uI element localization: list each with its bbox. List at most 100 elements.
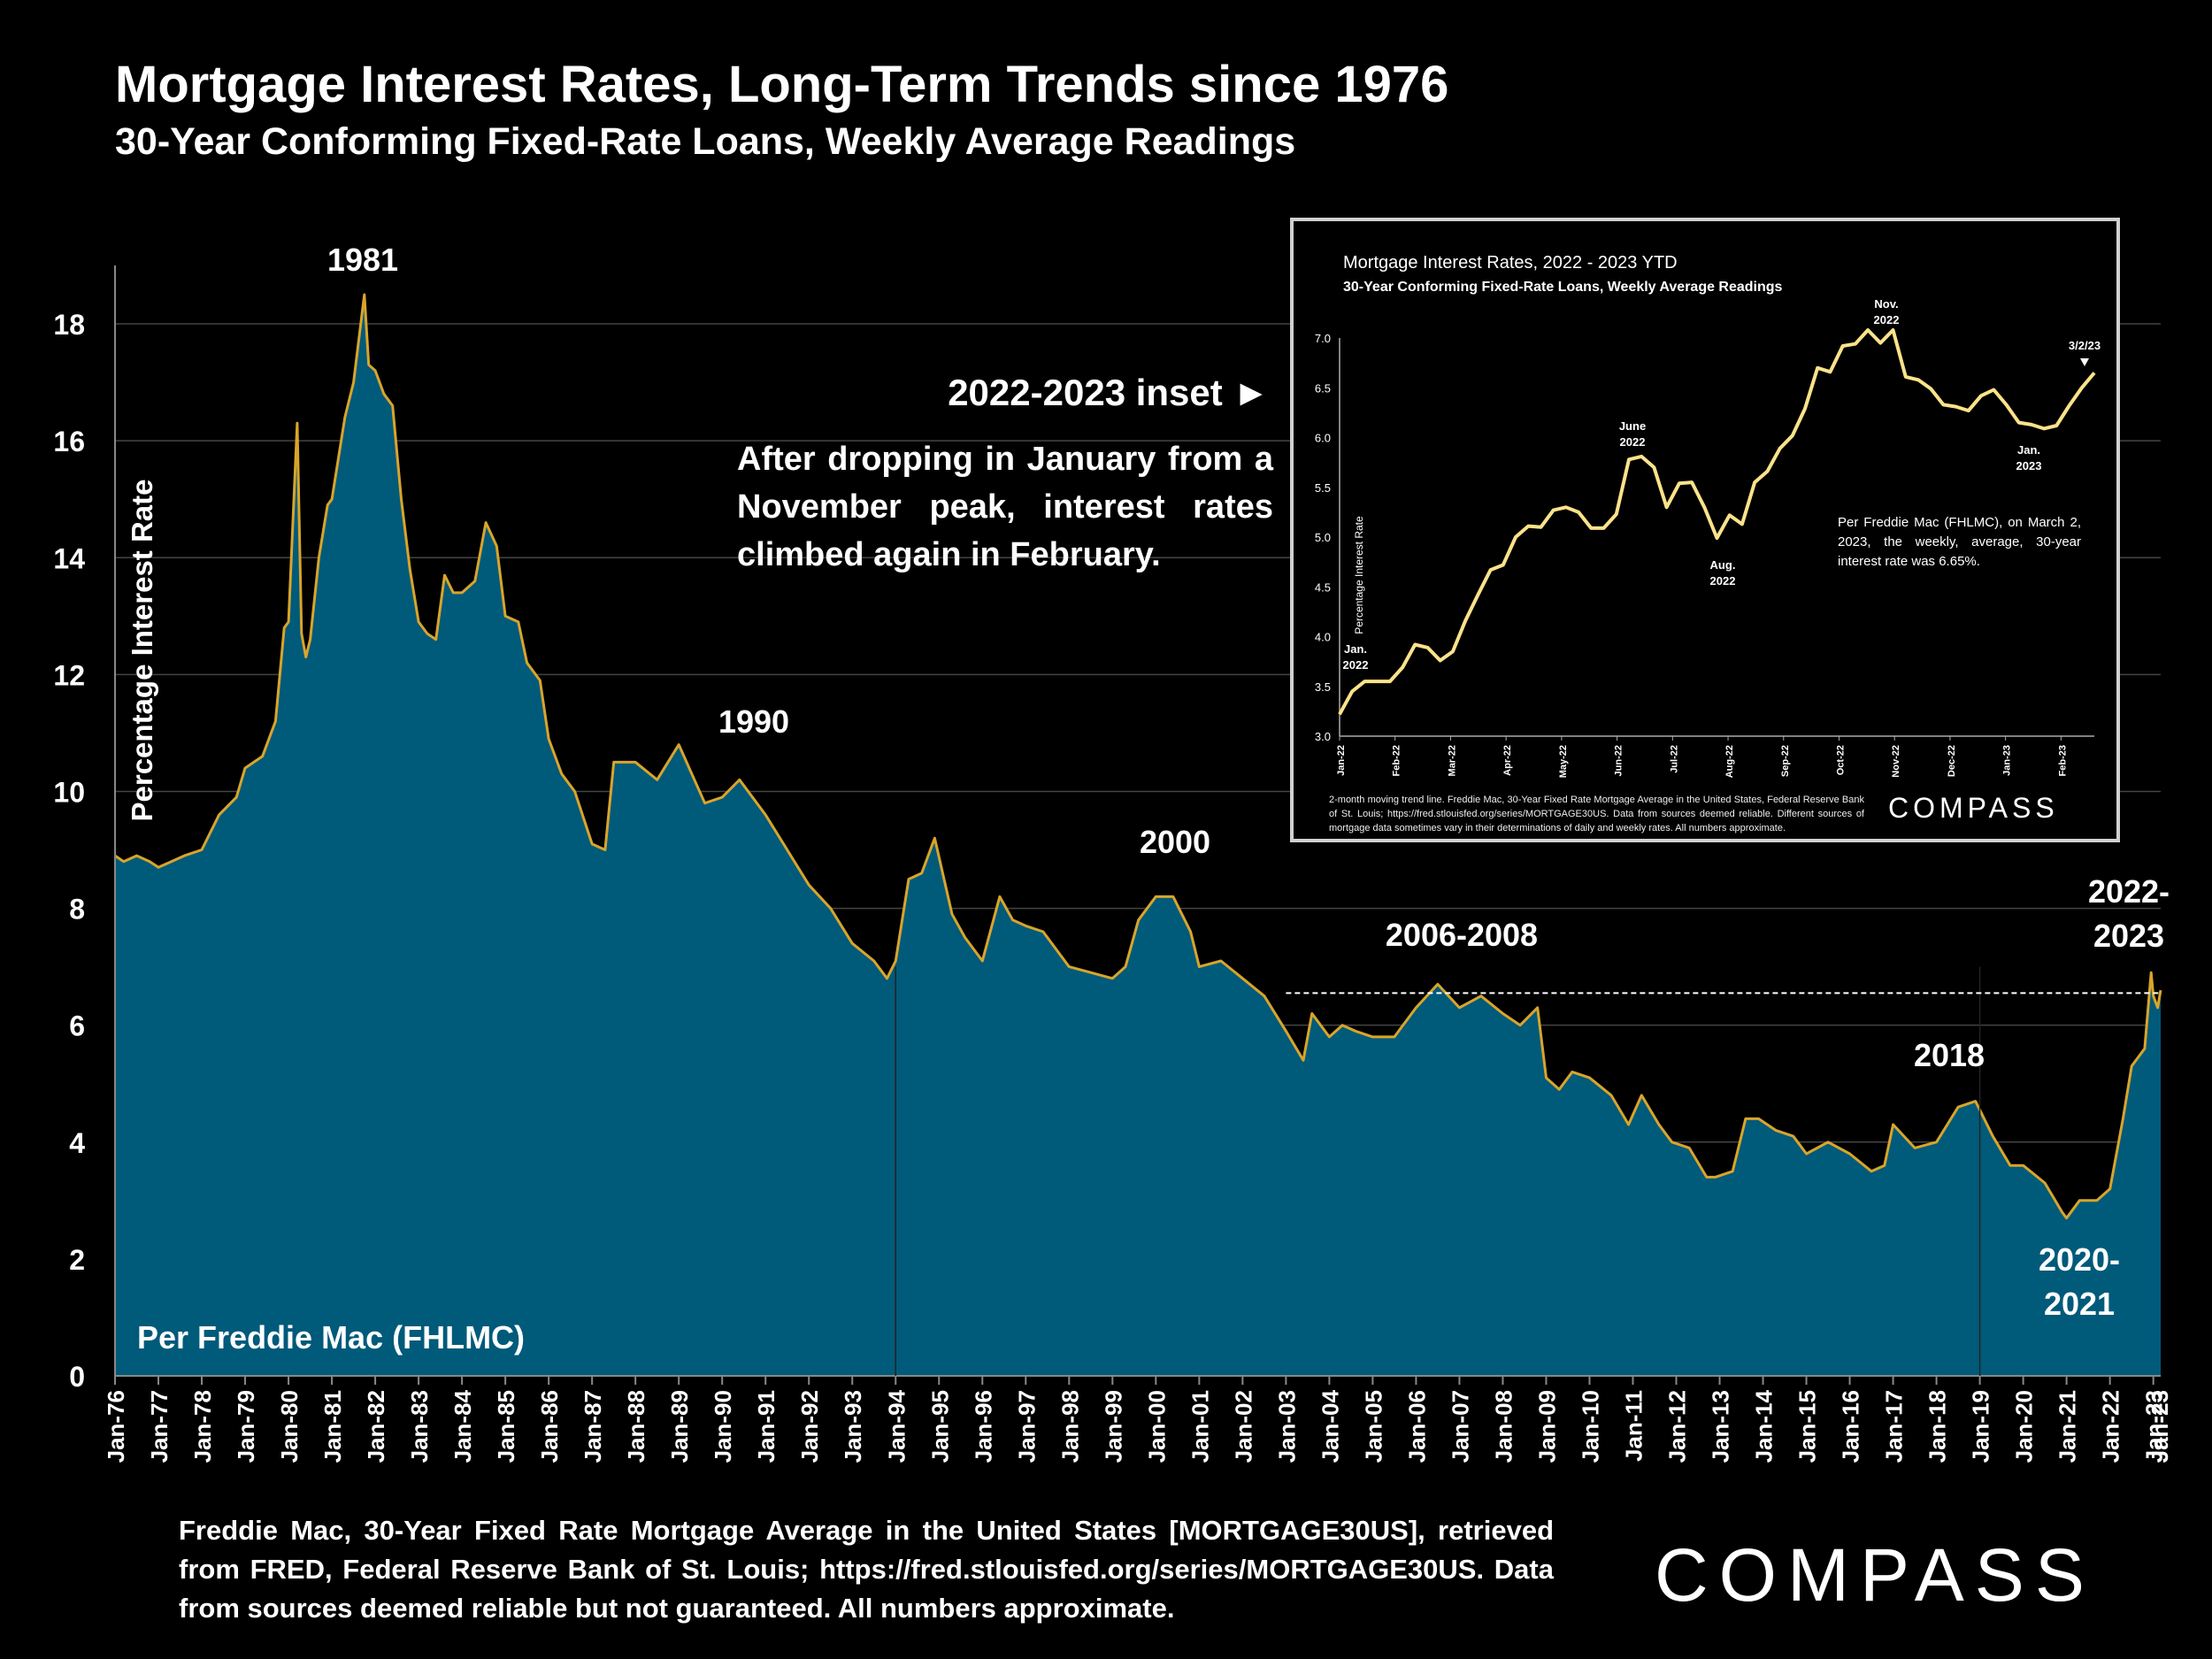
- compass-logo: COMPASS: [1655, 1533, 2095, 1617]
- x-tick-label: Jan-02: [1230, 1390, 1256, 1463]
- y-tick-label: 6: [69, 1010, 85, 1042]
- x-tick-label: Jan-14: [1751, 1389, 1778, 1463]
- annotation-2020-2021: 2020-2021: [2039, 1241, 2120, 1322]
- page-subtitle: 30-Year Conforming Fixed-Rate Loans, Wee…: [115, 120, 1296, 163]
- x-tick-label: Jan-89: [666, 1390, 693, 1463]
- inset-x-tick-label: Jan-23: [2002, 745, 2013, 776]
- inset-annotation-june-2022: June 2022: [1619, 419, 1646, 449]
- inset-annotation-jan-2023: Jan. 2023: [2016, 443, 2042, 472]
- inset-x-tick-label: Apr-22: [1502, 745, 1513, 776]
- annotation-2022-2023: 2022-2023: [2088, 873, 2170, 954]
- y-tick-label: 18: [53, 309, 85, 341]
- x-tick-label: Jan-94: [883, 1389, 910, 1463]
- x-tick-label: Jan-03: [1273, 1390, 1300, 1463]
- inset-x-tick-label: Dec-22: [1947, 745, 1957, 777]
- inset-note: After dropping in January from a Novembe…: [737, 441, 1273, 573]
- x-tick-label: Jan-06: [1403, 1390, 1430, 1463]
- x-tick-label: Jan-90: [710, 1390, 736, 1463]
- x-tick-label: Jan-09: [1533, 1390, 1560, 1463]
- inset-x-tick-label: Jul-22: [1669, 745, 1679, 773]
- inset-y-tick-label: 6.0: [1315, 432, 1331, 445]
- inset-compass-logo: COMPASS: [1888, 792, 2059, 824]
- x-tick-label: Jan-08: [1490, 1390, 1517, 1463]
- x-tick-label: Jan-98: [1056, 1390, 1083, 1463]
- x-tick-label: Jan-22: [2098, 1390, 2124, 1463]
- inset-x-tick-label: Feb-22: [1392, 745, 1402, 776]
- annotation-2018: 2018: [1914, 1037, 1985, 1073]
- inset-y-tick-label: 6.5: [1315, 381, 1331, 395]
- x-tick-label: Jan-04: [1317, 1389, 1343, 1463]
- inset-x-tick-label: Mar-22: [1447, 745, 1457, 776]
- x-tick-label: Jan-85: [493, 1390, 519, 1463]
- x-tick-label: Jan-93: [840, 1390, 866, 1463]
- chart-source-note: Per Freddie Mac (FHLMC): [137, 1319, 525, 1356]
- x-tick-label: Jan-84: [449, 1389, 476, 1463]
- source-note: Freddie Mac, 30-Year Fixed Rate Mortgage…: [179, 1515, 1554, 1624]
- inset-rate-note: Per Freddie Mac (FHLMC), on March 2, 202…: [1838, 515, 2081, 569]
- inset-subtitle: 30-Year Conforming Fixed-Rate Loans, Wee…: [1343, 280, 1783, 295]
- inset-chart: 3.0 3.5 4.0 4.5 5.0 5.5 6.0 6.5 7.0 Jan-22 Feb-22 M…: [1315, 297, 2101, 778]
- inset-x-tick-label: Oct-22: [1835, 745, 1846, 775]
- inset-x-tick-label: Jun-22: [1614, 745, 1624, 776]
- x-tick-label: Jan-10: [1577, 1390, 1603, 1463]
- inset-y-tick-label: 4.5: [1315, 580, 1331, 594]
- annotation-2000: 2000: [1140, 824, 1210, 860]
- x-tick-label-last: Jan-23: [2147, 1390, 2173, 1463]
- annotation-2006-2008: 2006-2008: [1386, 917, 1538, 953]
- x-tick-label: Jan-97: [1013, 1390, 1040, 1463]
- x-tick-label: Jan-18: [1924, 1390, 1951, 1463]
- inset-x-tick-label: Aug-22: [1724, 745, 1735, 778]
- inset-x-tick-label: May-22: [1558, 745, 1569, 778]
- inset-x-tick-label: Nov-22: [1891, 745, 1901, 778]
- x-tick-label: Jan-87: [580, 1390, 606, 1463]
- x-tick-label: Jan-80: [276, 1390, 303, 1463]
- page-title: Mortgage Interest Rates, Long-Term Trend…: [115, 56, 1449, 113]
- x-tick-label: Jan-91: [753, 1390, 780, 1463]
- x-tick-label: Jan-07: [1447, 1390, 1473, 1463]
- y-tick-label: 2: [69, 1244, 85, 1276]
- x-tick-label: Jan-77: [146, 1390, 173, 1463]
- x-tick-label: Jan-96: [970, 1390, 996, 1463]
- x-tick-label: Jan-81: [319, 1390, 346, 1463]
- inset-title: Mortgage Interest Rates, 2022 - 2023 YTD: [1343, 253, 1678, 273]
- inset-y-tick-label: 5.0: [1315, 531, 1331, 544]
- x-tick-label: Jan-12: [1664, 1390, 1691, 1463]
- annotation-1981: 1981: [327, 242, 398, 278]
- inset-annotation-nov-2022: Nov. 2022: [1874, 297, 1900, 326]
- x-tick-label: Jan-17: [1881, 1390, 1908, 1463]
- x-tick-label: Jan-20: [2011, 1390, 2038, 1463]
- x-tick-label: Jan-00: [1143, 1390, 1170, 1463]
- x-tick-label: Jan-13: [1708, 1390, 1734, 1463]
- inset-last-marker: [2080, 358, 2089, 366]
- inset-heading: 2022-2023 inset ►: [948, 372, 1270, 413]
- x-tick-label: Jan-21: [2055, 1390, 2081, 1463]
- x-tick-label: Jan-86: [536, 1390, 563, 1463]
- inset-y-axis-label: Percentage Interest Rate: [1353, 516, 1365, 634]
- inset-y-tick-label: 5.5: [1315, 481, 1331, 495]
- y-tick-label: 0: [69, 1361, 85, 1393]
- x-tick-label: Jan-76: [103, 1390, 129, 1463]
- x-tick-label: Jan-78: [189, 1390, 216, 1463]
- inset-annotation-last-date: 3/2/23: [2069, 339, 2101, 352]
- x-tick-label: Jan-79: [233, 1390, 259, 1463]
- x-tick-label: Jan-95: [926, 1390, 953, 1463]
- x-tick-label: Jan-99: [1100, 1390, 1126, 1463]
- inset-x-tick-label: Sep-22: [1780, 745, 1791, 777]
- x-tick-label: Jan-05: [1360, 1390, 1386, 1463]
- x-tick-label: Jan-83: [406, 1390, 433, 1463]
- inset-footnote: 2-month moving trend line. Freddie Mac, …: [1329, 795, 1864, 833]
- rate-line: [114, 293, 2162, 1220]
- y-tick-label: 10: [53, 776, 85, 808]
- inset-x-tick-label: Feb-23: [2057, 745, 2068, 776]
- inset-chart-box: 3.0 3.5 4.0 4.5 5.0 5.5 6.0 6.5 7.0 Jan-22 Feb-22 M…: [1290, 218, 2120, 842]
- x-tick-label: Jan-23: [2141, 1390, 2168, 1463]
- inset-rate-line: [1338, 328, 2096, 716]
- inset-annotation-aug-2022: Aug. 2022: [1710, 558, 1736, 588]
- inset-y-tick-label: 4.0: [1315, 631, 1331, 644]
- inset-y-tick-label: 3.5: [1315, 680, 1331, 694]
- x-tick-label: Jan-11: [1620, 1390, 1647, 1462]
- inset-y-tick-label: 3.0: [1315, 730, 1331, 743]
- y-tick-label: 14: [53, 542, 85, 574]
- y-tick-label: 4: [69, 1127, 85, 1159]
- x-tick-label: Jan-88: [623, 1390, 649, 1463]
